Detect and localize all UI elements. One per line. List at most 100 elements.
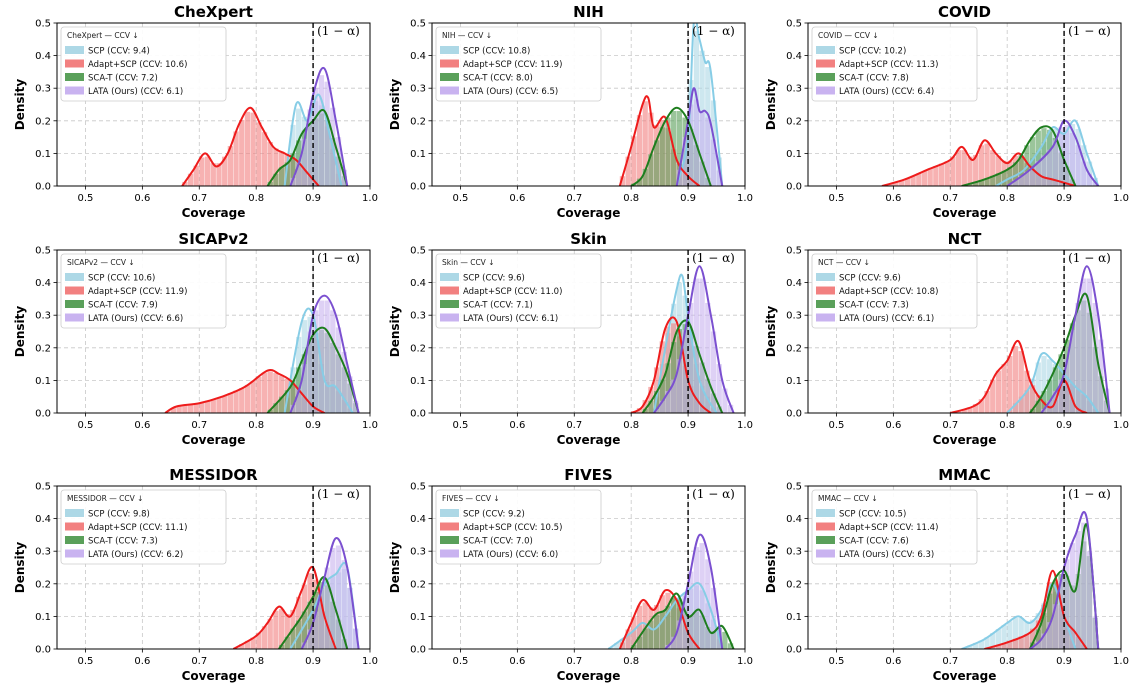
bin-sca-t bbox=[973, 181, 979, 186]
chart-title: FIVES bbox=[564, 466, 613, 484]
bin-adapt-scp bbox=[978, 399, 985, 413]
x-tick-label: 0.9 bbox=[680, 193, 696, 204]
bin-adapt-scp bbox=[631, 136, 637, 186]
legend-entry: SCA-T (CCV: 7.1) bbox=[463, 301, 533, 311]
x-tick-label: 0.9 bbox=[1056, 193, 1072, 204]
x-tick-label: 0.7 bbox=[942, 656, 958, 667]
series-sca-t-line bbox=[641, 319, 724, 413]
bin-lata-ours bbox=[1069, 329, 1076, 413]
bin-sca-t bbox=[290, 628, 296, 649]
bin-lata-ours bbox=[324, 81, 330, 186]
x-tick-label: 0.6 bbox=[134, 193, 150, 204]
x-tick-label: 0.9 bbox=[305, 656, 321, 667]
bin-adapt-scp bbox=[256, 376, 262, 413]
bin-lata-ours bbox=[1041, 633, 1047, 649]
series-scp-line bbox=[995, 119, 1100, 186]
bin-lata-ours bbox=[341, 351, 347, 413]
legend-swatch bbox=[816, 46, 835, 54]
legend-swatch bbox=[65, 313, 84, 322]
legend-entry: SCA-T (CCV: 7.3) bbox=[839, 301, 909, 311]
legend: MMAC — CCV ↓ SCP (CCV: 10.5) Adapt+SCP (CC… bbox=[811, 489, 978, 565]
series-lata-ours-line bbox=[664, 533, 724, 649]
bin-adapt-scp bbox=[210, 163, 216, 186]
series-sca-t-line bbox=[630, 106, 712, 186]
legend-entry: SCP (CCV: 9.4) bbox=[88, 47, 150, 57]
x-tick-label: 0.5 bbox=[453, 420, 469, 431]
bin-adapt-scp bbox=[984, 143, 990, 186]
bin-adapt-scp bbox=[256, 122, 262, 186]
bin-adapt-scp bbox=[955, 150, 962, 186]
bin-sca-t bbox=[1035, 629, 1041, 649]
legend-swatch bbox=[440, 549, 459, 558]
bin-lata-ours bbox=[699, 111, 705, 186]
alpha-marker-label: (1 − α) bbox=[692, 251, 735, 265]
y-tick-label: 0.3 bbox=[410, 311, 426, 322]
axes-frame bbox=[807, 22, 1122, 187]
bin-lata-ours bbox=[665, 391, 671, 413]
bin-sca-t bbox=[648, 620, 654, 649]
x-tick-label: 0.5 bbox=[829, 656, 845, 667]
bin-lata-ours bbox=[313, 88, 319, 186]
alpha-marker-label: (1 − α) bbox=[317, 24, 360, 38]
legend-swatch bbox=[440, 286, 459, 295]
bin-scp bbox=[1007, 621, 1013, 649]
y-tick-label: 0.0 bbox=[35, 182, 51, 193]
y-tick-label: 0.2 bbox=[786, 116, 802, 127]
bin-lata-ours bbox=[335, 545, 342, 649]
bin-sca-t bbox=[665, 363, 671, 413]
bin-scp bbox=[1041, 355, 1047, 413]
bin-adapt-scp bbox=[250, 637, 256, 649]
bin-lata-ours bbox=[1075, 145, 1081, 186]
bin-sca-t bbox=[665, 117, 671, 186]
legend-title: NCT — CCV ↓ bbox=[818, 258, 870, 267]
y-tick-label: 0.5 bbox=[35, 19, 51, 30]
axes-frame bbox=[56, 485, 371, 650]
x-tick-label: 0.9 bbox=[680, 656, 696, 667]
legend-entry: SCP (CCV: 9.2) bbox=[463, 510, 525, 520]
bin-adapt-scp bbox=[227, 393, 234, 413]
bin-adapt-scp bbox=[244, 640, 251, 649]
bin-lata-ours bbox=[1058, 579, 1064, 649]
y-tick-label: 0.5 bbox=[786, 246, 802, 257]
bin-adapt-scp bbox=[636, 605, 643, 649]
series-adapt-scp-line bbox=[164, 368, 325, 413]
bin-lata-ours bbox=[671, 379, 677, 413]
x-tick-label: 0.8 bbox=[248, 193, 264, 204]
bin-lata-ours bbox=[1092, 302, 1098, 413]
bin-sca-t bbox=[278, 644, 285, 649]
axes-frame bbox=[431, 485, 746, 650]
bin-sca-t bbox=[653, 614, 660, 649]
y-tick-label: 0.0 bbox=[35, 409, 51, 420]
bin-lata-ours bbox=[1041, 155, 1047, 186]
legend-swatch bbox=[816, 73, 835, 81]
bin-scp bbox=[967, 645, 973, 649]
bin-lata-ours bbox=[1047, 622, 1053, 649]
legend-swatch bbox=[440, 46, 459, 54]
x-tick-label: 0.6 bbox=[509, 656, 525, 667]
bin-sca-t bbox=[665, 605, 671, 649]
y-tick-label: 0.4 bbox=[35, 51, 51, 62]
legend-swatch bbox=[440, 59, 459, 68]
bin-lata-ours bbox=[1047, 149, 1053, 186]
bin-sca-t bbox=[671, 342, 677, 413]
y-axis-label: Density bbox=[388, 79, 402, 131]
bin-lata-ours bbox=[1052, 140, 1058, 186]
bin-lata-ours bbox=[699, 543, 705, 649]
bin-adapt-scp bbox=[636, 115, 643, 186]
legend-entry: SCP (CCV: 10.5) bbox=[839, 510, 906, 520]
series-lata-ours-line bbox=[653, 265, 735, 413]
x-tick-label: 0.7 bbox=[942, 193, 958, 204]
series-sca-t-line bbox=[961, 125, 1077, 186]
legend-box bbox=[435, 26, 602, 102]
bin-lata-ours bbox=[1081, 161, 1087, 186]
y-tick-label: 0.2 bbox=[35, 579, 51, 590]
x-tick-label: 0.8 bbox=[248, 656, 264, 667]
bin-sca-t bbox=[267, 181, 273, 186]
x-axis-label: Coverage bbox=[182, 433, 246, 447]
legend-swatch bbox=[440, 73, 459, 81]
bin-lata-ours bbox=[1086, 551, 1093, 649]
chart-title: Skin bbox=[570, 230, 607, 248]
bin-adapt-scp bbox=[267, 141, 273, 186]
bin-adapt-scp bbox=[619, 176, 626, 186]
legend-swatch bbox=[65, 273, 84, 281]
